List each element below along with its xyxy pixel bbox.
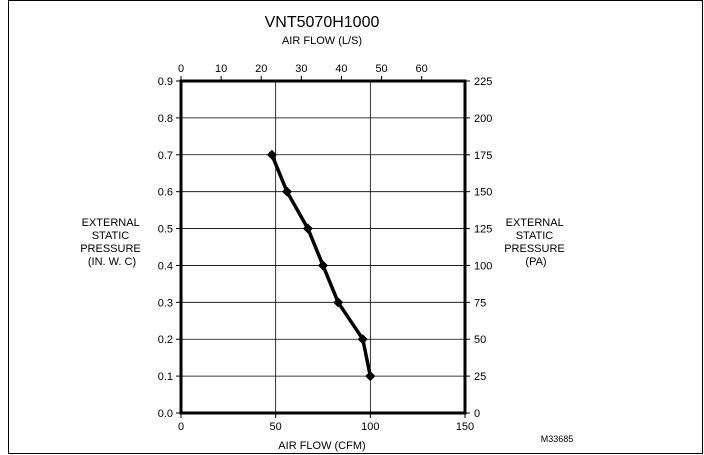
right-y-tick-label: 75 — [474, 297, 486, 309]
right-y-tick-label: 225 — [474, 76, 492, 88]
top-axis-label: AIR FLOW (L/S) — [282, 35, 362, 47]
y-tick-label: 0.1 — [158, 371, 173, 383]
right-axis-label-line: STATIC — [516, 230, 554, 242]
top-tick-label: 30 — [295, 63, 307, 75]
right-y-tick-label: 200 — [474, 113, 492, 125]
data-point-marker — [365, 371, 376, 382]
left-axis-label-line: EXTERNAL — [82, 217, 140, 229]
right-y-tick-label: 150 — [474, 187, 492, 199]
top-tick-label: 40 — [335, 63, 347, 75]
right-y-tick-label: 125 — [474, 224, 492, 236]
y-tick-label: 0.8 — [158, 113, 173, 125]
y-tick-label: 0.9 — [158, 76, 173, 88]
top-tick-label: 10 — [215, 63, 227, 75]
plot-border — [179, 79, 467, 415]
y-tick-label: 0.4 — [158, 260, 173, 272]
data-point-marker — [318, 260, 328, 271]
right-y-tick-label: 0 — [474, 408, 480, 420]
right-y-tick-label: 50 — [474, 334, 486, 346]
left-axis-label-line: (IN. W. C) — [88, 256, 136, 268]
right-y-tick-label: 175 — [474, 150, 492, 162]
top-tick-label: 60 — [416, 63, 428, 75]
right-y-tick-label: 100 — [474, 260, 492, 272]
top-tick-label: 50 — [375, 63, 387, 75]
data-point-marker — [266, 149, 277, 160]
y-tick-label: 0.6 — [158, 187, 173, 199]
left-axis-label-line: STATIC — [92, 230, 130, 242]
right-axis-label-line: PRESSURE — [504, 243, 565, 255]
y-tick-label: 0.5 — [158, 224, 173, 236]
x-axis-label: AIR FLOW (CFM) — [278, 440, 365, 452]
top-tick-label: 20 — [255, 63, 267, 75]
data-point-marker — [333, 297, 344, 308]
left-axis-label: EXTERNAL STATIC PRESSURE (IN. W. C) — [80, 217, 144, 268]
right-y-tick-label: 25 — [474, 371, 486, 383]
left-axis-label-line: PRESSURE — [80, 243, 141, 255]
y-tick-label: 0.0 — [158, 408, 173, 420]
right-axis-label: EXTERNAL STATIC PRESSURE (PA) — [504, 217, 568, 268]
x-tick-label: 150 — [456, 421, 474, 433]
figure-id: M33685 — [541, 434, 574, 444]
y-tick-label: 0.2 — [158, 334, 173, 346]
y-tick-label: 0.7 — [158, 150, 173, 162]
chart-frame — [8, 0, 703, 454]
x-tick-label: 50 — [270, 421, 282, 433]
y-tick-label: 0.3 — [158, 297, 173, 309]
right-axis-label-line: (PA) — [525, 256, 546, 268]
x-tick-label: 0 — [178, 421, 184, 433]
data-point-marker — [357, 334, 368, 345]
x-tick-label: 100 — [361, 421, 379, 433]
top-tick-label: 0 — [178, 63, 184, 75]
right-axis-label-line: EXTERNAL — [506, 217, 564, 229]
data-point-marker — [282, 186, 293, 197]
chart-title: VNT5070H1000 — [265, 14, 380, 31]
data-point-marker — [302, 223, 313, 234]
